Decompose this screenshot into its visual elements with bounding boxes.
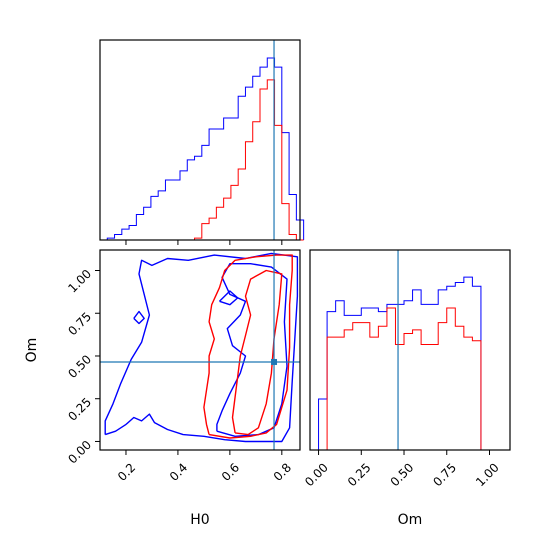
h0-tick-label: 0.6 [219, 460, 242, 483]
om-hist-tick-label: 0.50 [388, 460, 417, 489]
om-tick-label: 0.00 [65, 438, 94, 467]
x-axis-label-om: Om [398, 512, 423, 528]
panel-h0-om-2d: 0.2 0.4 0.6 0.8 0.00 0.25 0.50 0.75 1.00 [65, 249, 301, 484]
om-hist-tick-label: 0.00 [302, 460, 331, 489]
om-hist-frame [309, 249, 511, 451]
contour-outer [203, 254, 293, 439]
h0-hist-series-2 [100, 79, 304, 241]
contour-inner [231, 269, 283, 436]
om-tick-label: 0.25 [65, 395, 94, 424]
y-axis-label-om: Om [24, 338, 40, 363]
h0-tick-label: 0.2 [115, 460, 138, 483]
x-axis-label-h0: H0 [190, 512, 209, 528]
contour-inner [216, 263, 288, 437]
om-hist-tick-label: 0.25 [345, 460, 374, 489]
om-tick-label: 0.75 [65, 309, 94, 338]
h0-hist-frame [99, 39, 301, 241]
panel-hist-om: 0.00 0.25 0.50 0.75 1.00 [302, 249, 511, 489]
om-hist-series-1 [310, 276, 510, 451]
h0-hist-series-1 [100, 57, 305, 241]
contour-island [219, 290, 239, 306]
om-hist-series-2 [310, 307, 510, 451]
h0-om-2d-frame [99, 249, 301, 451]
om-hist-tick-label: 1.00 [473, 460, 502, 489]
om-tick-label: 0.50 [65, 352, 94, 381]
om-tick-label: 1.00 [65, 267, 94, 296]
contour-outer [104, 252, 299, 443]
h0-tick-label: 0.4 [167, 460, 190, 483]
truth-marker [271, 358, 278, 365]
panel-hist-h0 [99, 39, 305, 245]
h0-tick-label: 0.8 [271, 460, 294, 483]
om-hist-tick-label: 0.75 [430, 460, 459, 489]
contour-island [133, 310, 145, 325]
